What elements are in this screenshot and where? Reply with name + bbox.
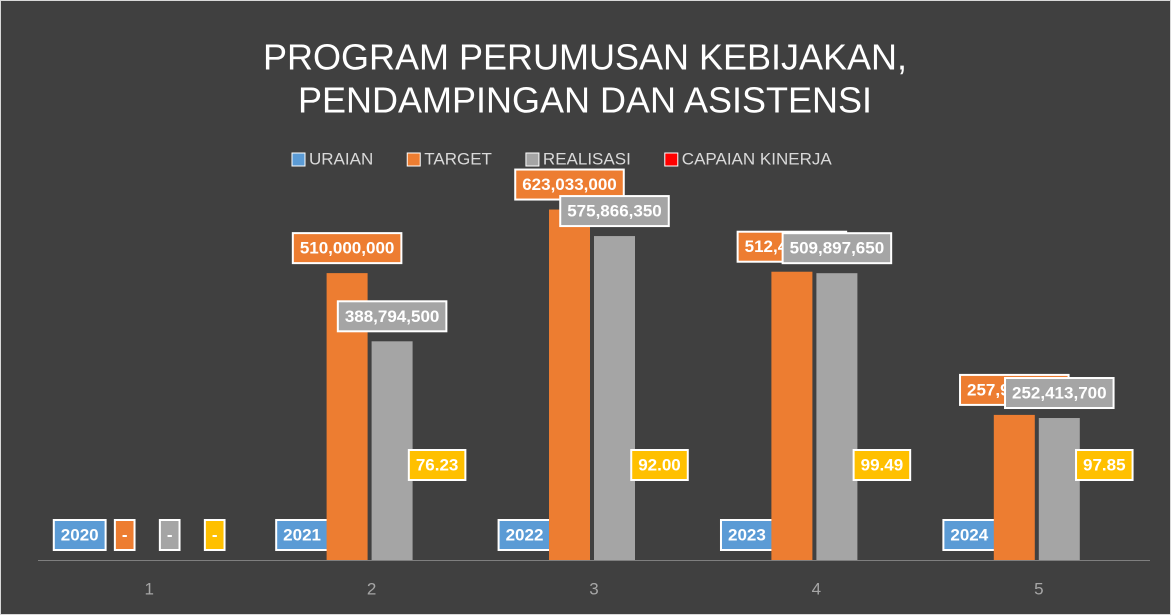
data-label: - (212, 525, 218, 544)
data-label: - (167, 525, 173, 544)
data-label-box (113, 519, 136, 551)
chart-title: PENDAMPINGAN DAN ASISTENSI (298, 80, 872, 121)
data-label: 2023 (728, 525, 766, 544)
data-label-box (203, 519, 226, 551)
data-label: 2022 (506, 525, 544, 544)
data-label: 99.49 (861, 455, 904, 474)
bar (771, 271, 813, 560)
x-tick-label: 4 (812, 579, 821, 598)
bar (371, 341, 413, 560)
chart-title: PROGRAM PERUMUSAN KEBIJAKAN, (263, 37, 907, 78)
data-label-box (291, 232, 403, 265)
data-label-box (852, 448, 912, 481)
bar (816, 273, 858, 560)
data-label-box (275, 518, 330, 551)
data-label-box (630, 448, 689, 481)
bar (549, 209, 590, 560)
data-label: 92.00 (638, 455, 681, 474)
data-label-box (514, 168, 625, 201)
x-tick-label: 1 (144, 579, 153, 598)
data-label-box (942, 518, 997, 551)
legend-label: URAIAN (309, 149, 373, 168)
data-label-box (336, 300, 448, 333)
data-label: 76.23 (416, 455, 459, 474)
legend-label: TARGET (424, 149, 492, 168)
bar (993, 414, 1035, 560)
x-tick-label: 2 (367, 579, 376, 598)
data-label-box (781, 232, 893, 265)
data-label-box (1004, 377, 1115, 410)
legend-swatch (291, 152, 306, 167)
x-tick-label: 5 (1034, 579, 1043, 598)
data-label: 2024 (950, 525, 988, 544)
legend-swatch (525, 152, 540, 167)
legend-label: CAPAIAN KINERJA (682, 149, 833, 168)
data-label: 97.85 (1083, 455, 1126, 474)
data-label: 2021 (283, 525, 321, 544)
data-label: 510,000,000 (300, 239, 395, 258)
data-label-box (407, 448, 467, 481)
data-label: 509,897,650 (790, 239, 885, 258)
data-label: 388,794,500 (345, 307, 440, 326)
data-label: 623,033,000 (522, 175, 617, 194)
bar (1038, 418, 1080, 560)
data-label: 252,413,700 (1012, 384, 1107, 403)
data-label: - (122, 525, 128, 544)
data-label-box (497, 518, 552, 551)
bar (594, 236, 635, 560)
legend-label: REALISASI (543, 149, 631, 168)
legend-swatch (406, 152, 421, 167)
x-tick-label: 3 (589, 579, 598, 598)
data-label-box (158, 519, 181, 551)
data-label-box (559, 195, 670, 228)
data-label-box (52, 518, 107, 551)
legend-swatch (664, 152, 679, 167)
data-label: 575,866,350 (567, 202, 662, 221)
data-label: 2020 (61, 525, 99, 544)
data-label-box (1075, 448, 1134, 481)
